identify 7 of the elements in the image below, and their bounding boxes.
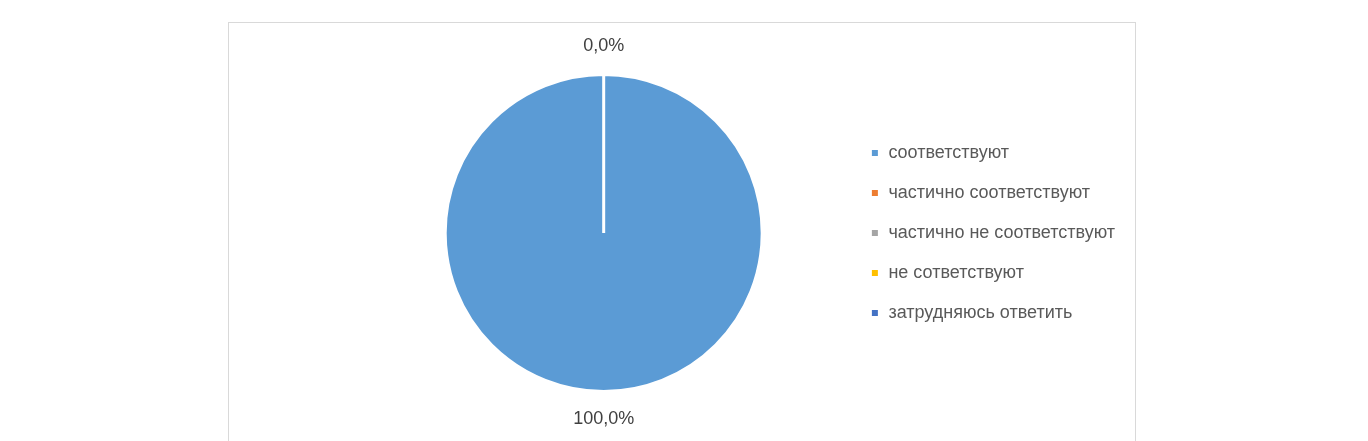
text: 0,0% bbox=[583, 35, 625, 56]
legend-label: не сответствуют bbox=[888, 261, 1024, 282]
legend-label: частично соответствуют bbox=[888, 181, 1091, 202]
data-label: 100,0% bbox=[573, 408, 635, 429]
legend-label: затрудняюсь ответить bbox=[888, 301, 1073, 322]
legend-label: частично не соответствуют bbox=[888, 221, 1116, 242]
legend-label: соответствуют bbox=[888, 141, 1010, 162]
